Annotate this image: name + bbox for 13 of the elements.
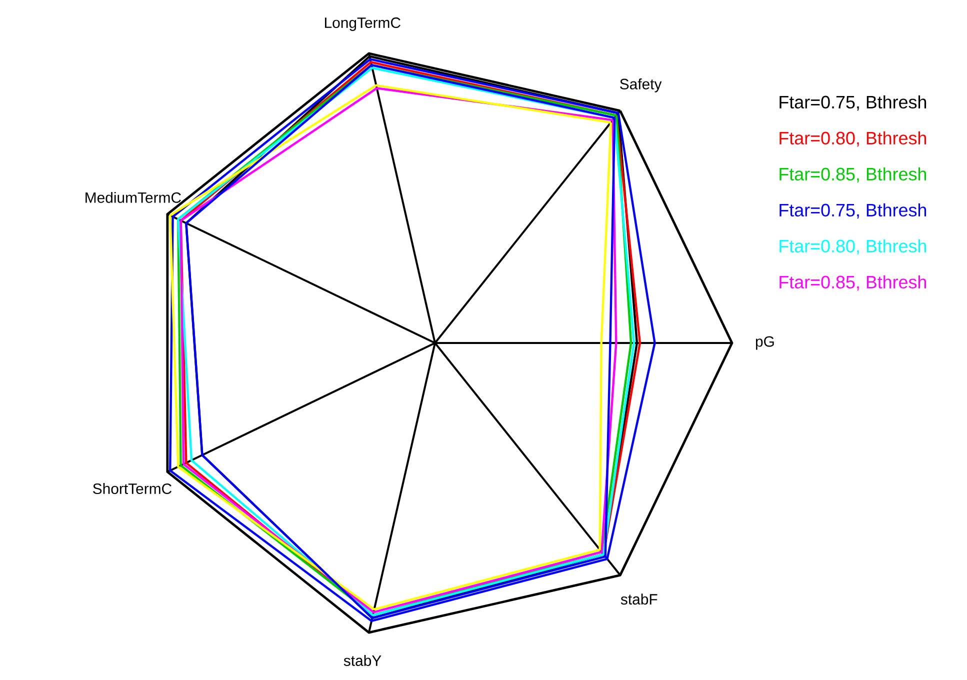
text: Ftar=0.75, Bthresh (780, 95, 926, 111)
text: Ftar=0.75, Bthresh (780, 203, 926, 219)
text: Ftar=0.80, Bthresh (780, 131, 926, 147)
spoke-label: stabF (620, 594, 658, 605)
text: Ftar=0.85, Bthresh (780, 275, 926, 291)
spoke-label: pG (756, 336, 774, 350)
spoke-label: stabY (344, 655, 382, 666)
spoke-label: ShortTermC (93, 483, 172, 494)
text: Ftar=0.80, Bthresh (780, 239, 926, 255)
spoke-label: MediumTermC (86, 192, 181, 203)
spoke-label: LongTermC (324, 17, 400, 31)
spoke-label: Safety (620, 78, 662, 92)
text: Ftar=0.85, Bthresh (780, 167, 926, 183)
